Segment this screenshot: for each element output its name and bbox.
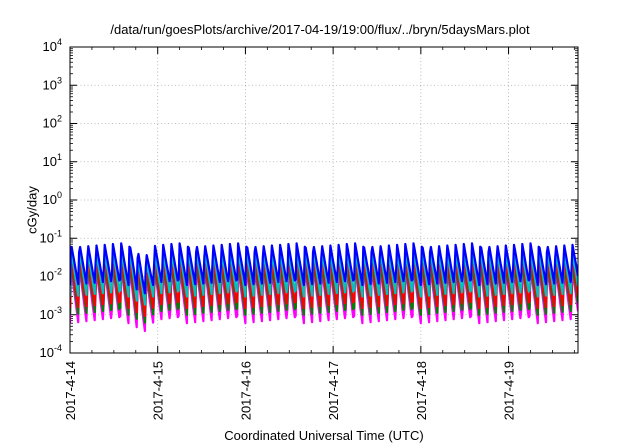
y-tick-label: 102 bbox=[43, 114, 62, 131]
x-tick-label: 2017-4-16 bbox=[238, 361, 253, 420]
y-tick-label: 10-3 bbox=[40, 305, 62, 322]
y-tick-label: 100 bbox=[43, 190, 62, 207]
y-tick-label: 103 bbox=[43, 75, 62, 92]
x-tick-label: 2017-4-19 bbox=[502, 361, 517, 420]
x-tick-label: 2017-4-17 bbox=[326, 361, 341, 420]
chart-plot: 10-4 10-3 10-2 10-1 100 101 102 103 104 2017-4-14… bbox=[0, 0, 640, 448]
y-tick-label: 104 bbox=[43, 37, 62, 54]
y-tick-label: 10-2 bbox=[40, 267, 62, 284]
y-tick-label: 10-4 bbox=[40, 343, 62, 360]
y-tick-label: 101 bbox=[43, 152, 62, 169]
x-tick-label: 2017-4-18 bbox=[414, 361, 429, 420]
y-tick-label: 10-1 bbox=[40, 228, 62, 245]
x-tick-label: 2017-4-15 bbox=[151, 361, 166, 420]
x-tick-label: 2017-4-14 bbox=[63, 361, 78, 420]
